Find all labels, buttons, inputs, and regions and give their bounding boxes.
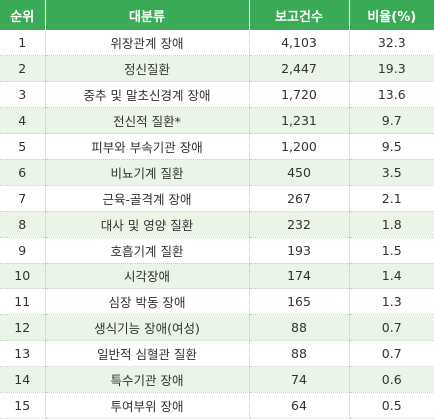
cell-rank: 4 — [0, 107, 45, 135]
cell-ratio: 0.7 — [348, 314, 434, 342]
cell-count: 193 — [248, 237, 349, 264]
cell-ratio: 0.7 — [348, 340, 434, 368]
table-row: 10 시각장애 174 1.4 — [0, 263, 434, 290]
cell-count: 267 — [248, 185, 349, 212]
table-row: 14 특수기관 장애 74 0.6 — [0, 366, 434, 393]
cell-ratio: 32.3 — [348, 30, 434, 57]
cell-rank: 10 — [0, 263, 45, 290]
cell-category: 비뇨기계 질환 — [44, 159, 249, 186]
cell-rank: 2 — [0, 55, 45, 83]
header-ratio: 비율(%) — [348, 0, 434, 30]
cell-category: 심장 박동 장애 — [44, 288, 249, 316]
cell-category: 대사 및 영양 질환 — [44, 211, 249, 238]
cell-count: 1,200 — [248, 133, 349, 160]
cell-category: 중추 및 말초신경계 장애 — [44, 81, 249, 109]
cell-count: 2,447 — [248, 55, 349, 83]
cell-count: 165 — [248, 288, 349, 316]
table-row: 11 심장 박동 장애 165 1.3 — [0, 288, 434, 316]
cell-category: 전신적 질환* — [44, 107, 249, 135]
cell-ratio: 0.6 — [348, 366, 434, 393]
table-row: 2 정신질환 2,447 19.3 — [0, 55, 434, 83]
cell-category: 특수기관 장애 — [44, 366, 249, 393]
table-body: 1 위장관계 장애 4,103 32.3 2 정신질환 2,447 19.3 3… — [0, 30, 434, 419]
cell-ratio: 13.6 — [348, 81, 434, 109]
cell-count: 64 — [248, 392, 349, 419]
table-header: 순위 대분류 보고건수 비율(%) — [0, 0, 434, 30]
cell-ratio: 1.4 — [348, 263, 434, 290]
cell-count: 4,103 — [248, 30, 349, 57]
cell-rank: 14 — [0, 366, 45, 393]
cell-ratio: 0.5 — [348, 392, 434, 419]
cell-rank: 15 — [0, 392, 45, 419]
header-category: 대분류 — [44, 0, 249, 30]
cell-count: 74 — [248, 366, 349, 393]
cell-rank: 12 — [0, 314, 45, 342]
cell-category: 호흡기계 질환 — [44, 237, 249, 264]
cell-ratio: 19.3 — [348, 55, 434, 83]
cell-category: 피부와 부속기관 장애 — [44, 133, 249, 160]
cell-ratio: 9.7 — [348, 107, 434, 135]
cell-category: 정신질환 — [44, 55, 249, 83]
table-row: 3 중추 및 말초신경계 장애 1,720 13.6 — [0, 81, 434, 109]
cell-rank: 13 — [0, 340, 45, 368]
cell-rank: 8 — [0, 211, 45, 238]
cell-rank: 1 — [0, 30, 45, 57]
header-row: 순위 대분류 보고건수 비율(%) — [0, 0, 434, 30]
cell-count: 450 — [248, 159, 349, 186]
cell-category: 위장관계 장애 — [44, 30, 249, 57]
cell-ratio: 3.5 — [348, 159, 434, 186]
cell-category: 근육-골격계 장애 — [44, 185, 249, 212]
cell-rank: 3 — [0, 81, 45, 109]
cell-rank: 7 — [0, 185, 45, 212]
header-rank: 순위 — [0, 0, 45, 30]
cell-ratio: 1.8 — [348, 211, 434, 238]
table-row: 13 일반적 심혈관 질환 88 0.7 — [0, 340, 434, 368]
cell-ratio: 2.1 — [348, 185, 434, 212]
table-row: 1 위장관계 장애 4,103 32.3 — [0, 30, 434, 57]
cell-category: 일반적 심혈관 질환 — [44, 340, 249, 368]
cell-rank: 9 — [0, 237, 45, 264]
cell-count: 1,720 — [248, 81, 349, 109]
table-row: 12 생식기능 장애(여성) 88 0.7 — [0, 314, 434, 342]
cell-category: 생식기능 장애(여성) — [44, 314, 249, 342]
table-row: 5 피부와 부속기관 장애 1,200 9.5 — [0, 133, 434, 160]
table-row: 8 대사 및 영양 질환 232 1.8 — [0, 211, 434, 238]
cell-rank: 5 — [0, 133, 45, 160]
table-row: 6 비뇨기계 질환 450 3.5 — [0, 159, 434, 186]
cell-rank: 6 — [0, 159, 45, 186]
cell-count: 232 — [248, 211, 349, 238]
table-row: 15 투여부위 장애 64 0.5 — [0, 392, 434, 419]
cell-rank: 11 — [0, 288, 45, 316]
cell-count: 174 — [248, 263, 349, 290]
table-row: 9 호흡기계 질환 193 1.5 — [0, 237, 434, 264]
cell-count: 1,231 — [248, 107, 349, 135]
cell-category: 투여부위 장애 — [44, 392, 249, 419]
cell-ratio: 9.5 — [348, 133, 434, 160]
cell-category: 시각장애 — [44, 263, 249, 290]
table-row: 7 근육-골격계 장애 267 2.1 — [0, 185, 434, 212]
cell-ratio: 1.5 — [348, 237, 434, 264]
cell-count: 88 — [248, 340, 349, 368]
table-row: 4 전신적 질환* 1,231 9.7 — [0, 107, 434, 135]
header-count: 보고건수 — [248, 0, 349, 30]
cell-count: 88 — [248, 314, 349, 342]
cell-ratio: 1.3 — [348, 288, 434, 316]
